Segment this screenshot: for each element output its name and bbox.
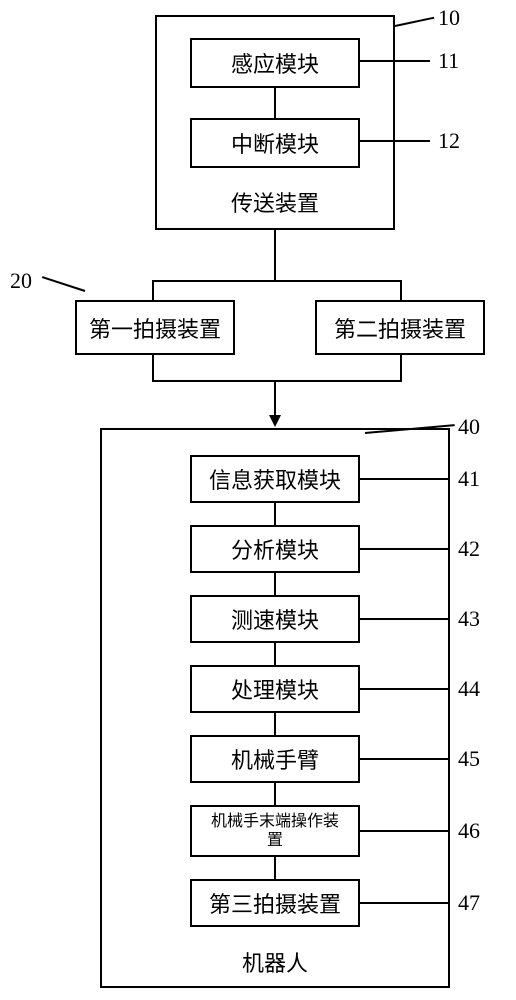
line-hsplit [152,280,402,282]
line-to-cam2 [400,280,402,300]
module-info-get-label: 信息获取模块 [209,463,341,495]
module-speed: 测速模块 [190,595,360,643]
leader-44 [360,688,450,690]
module-end-effector-label: 机械手末端操作装 置 [211,812,339,850]
line-cam2-down [400,355,402,380]
module-info-get: 信息获取模块 [190,455,360,503]
module-camera3: 第三拍摄装置 [190,879,360,927]
ref-47: 47 [458,890,480,916]
module-camera2: 第二拍摄装置 [315,300,485,355]
module-camera2-label: 第二拍摄装置 [334,312,466,344]
ref-46: 46 [458,818,480,844]
module-camera3-label: 第三拍摄装置 [209,887,341,919]
line-42-43 [274,573,276,595]
line-11-12 [274,88,276,118]
line-41-42 [274,503,276,525]
ref-42: 42 [458,536,480,562]
module-analysis-label: 分析模块 [231,533,319,565]
module-end-effector: 机械手末端操作装 置 [190,805,360,857]
module-arm: 机械手臂 [190,735,360,783]
container-transmit-label: 传送装置 [157,186,393,218]
module-process: 处理模块 [190,665,360,713]
leader-47 [360,902,450,904]
leader-10 [395,17,435,27]
leader-11 [360,60,430,62]
module-interrupt-label: 中断模块 [231,127,319,159]
module-analysis: 分析模块 [190,525,360,573]
leader-42 [360,548,450,550]
line-44-45 [274,713,276,735]
line-46-47 [274,857,276,879]
leader-41 [360,478,450,480]
ref-41: 41 [458,466,480,492]
line-45-46 [274,783,276,805]
line-to-cam1 [152,280,154,300]
module-sensor: 感应模块 [190,38,360,88]
module-arm-label: 机械手臂 [231,743,319,775]
module-process-label: 处理模块 [231,673,319,705]
ref-10: 10 [438,5,460,31]
module-speed-label: 测速模块 [231,603,319,635]
ref-40: 40 [458,414,480,440]
ref-20: 20 [10,268,32,294]
leader-20 [42,276,85,292]
line-merge-h [152,380,402,382]
module-camera1-label: 第一拍摄装置 [89,312,221,344]
arrow-to-robot [269,415,281,427]
leader-45 [360,758,450,760]
line-top-to-split [274,230,276,280]
leader-46 [360,830,450,832]
module-sensor-label: 感应模块 [231,47,319,79]
container-robot-label: 机器人 [102,946,448,978]
line-cam1-down [152,355,154,380]
line-merge-down [274,380,276,418]
leader-43 [360,618,450,620]
module-interrupt: 中断模块 [190,118,360,168]
module-camera1: 第一拍摄装置 [75,300,235,355]
line-43-44 [274,643,276,665]
ref-12: 12 [438,128,460,154]
ref-11: 11 [438,48,459,74]
ref-45: 45 [458,746,480,772]
ref-43: 43 [458,606,480,632]
ref-44: 44 [458,676,480,702]
leader-12 [360,140,430,142]
